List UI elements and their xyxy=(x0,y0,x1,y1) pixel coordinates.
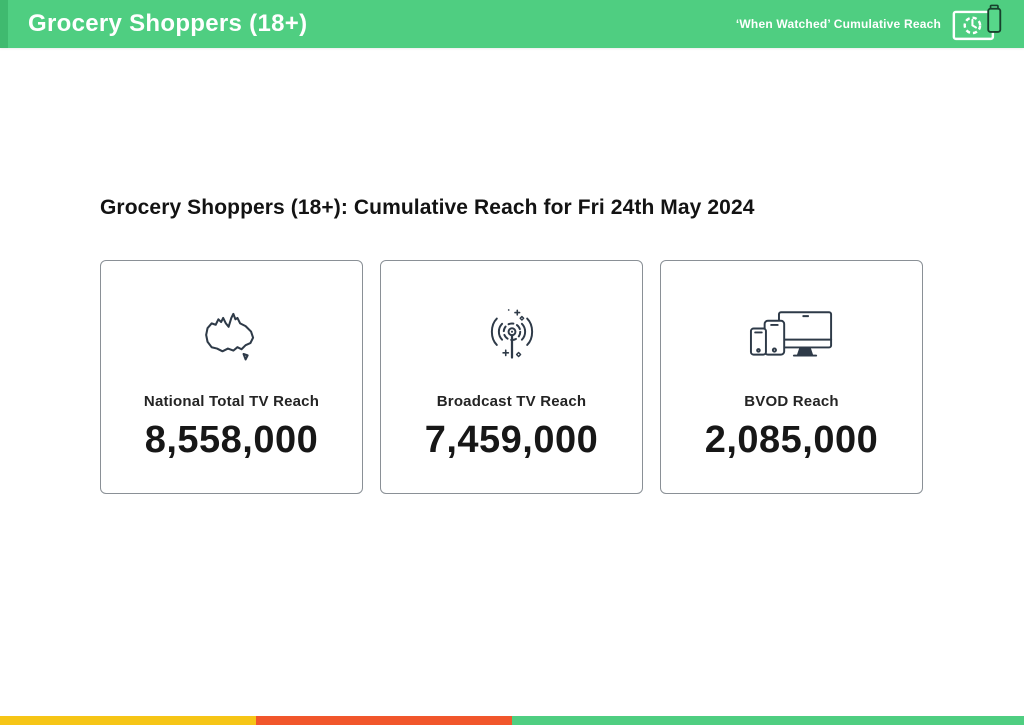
header-bar: Grocery Shoppers (18+) ‘When Watched’ Cu… xyxy=(0,0,1024,48)
kpi-card-broadcast-tv: Broadcast TV Reach 7,459,000 xyxy=(380,260,643,494)
tv-clock-and-phone-icon xyxy=(952,4,1004,44)
kpi-card-row: National Total TV Reach 8,558,000 Broadc… xyxy=(100,260,923,494)
footer-segment-yellow xyxy=(0,716,256,725)
kpi-label: Broadcast TV Reach xyxy=(436,393,587,410)
header-right-group: ‘When Watched’ Cumulative Reach xyxy=(736,4,1024,44)
footer-color-bar xyxy=(0,716,1024,725)
kpi-label: National Total TV Reach xyxy=(143,393,320,410)
section-heading: Grocery Shoppers (18+): Cumulative Reach… xyxy=(100,196,755,219)
kpi-value: 2,085,000 xyxy=(704,419,879,461)
australia-map-icon xyxy=(198,297,266,377)
kpi-value: 8,558,000 xyxy=(144,419,319,461)
kpi-label: BVOD Reach xyxy=(744,393,839,410)
kpi-value: 7,459,000 xyxy=(424,419,599,461)
footer-segment-orange xyxy=(256,716,512,725)
devices-icon xyxy=(749,297,835,377)
kpi-card-national-total-tv: National Total TV Reach 8,558,000 xyxy=(100,260,363,494)
header-subtitle: ‘When Watched’ Cumulative Reach xyxy=(735,17,941,31)
broadcast-antenna-icon xyxy=(479,297,545,377)
footer-segment-green xyxy=(512,716,1024,725)
kpi-card-bvod: BVOD Reach 2,085,000 xyxy=(660,260,923,494)
header-accent-strip xyxy=(0,0,8,48)
page-title: Grocery Shoppers (18+) xyxy=(28,10,308,37)
